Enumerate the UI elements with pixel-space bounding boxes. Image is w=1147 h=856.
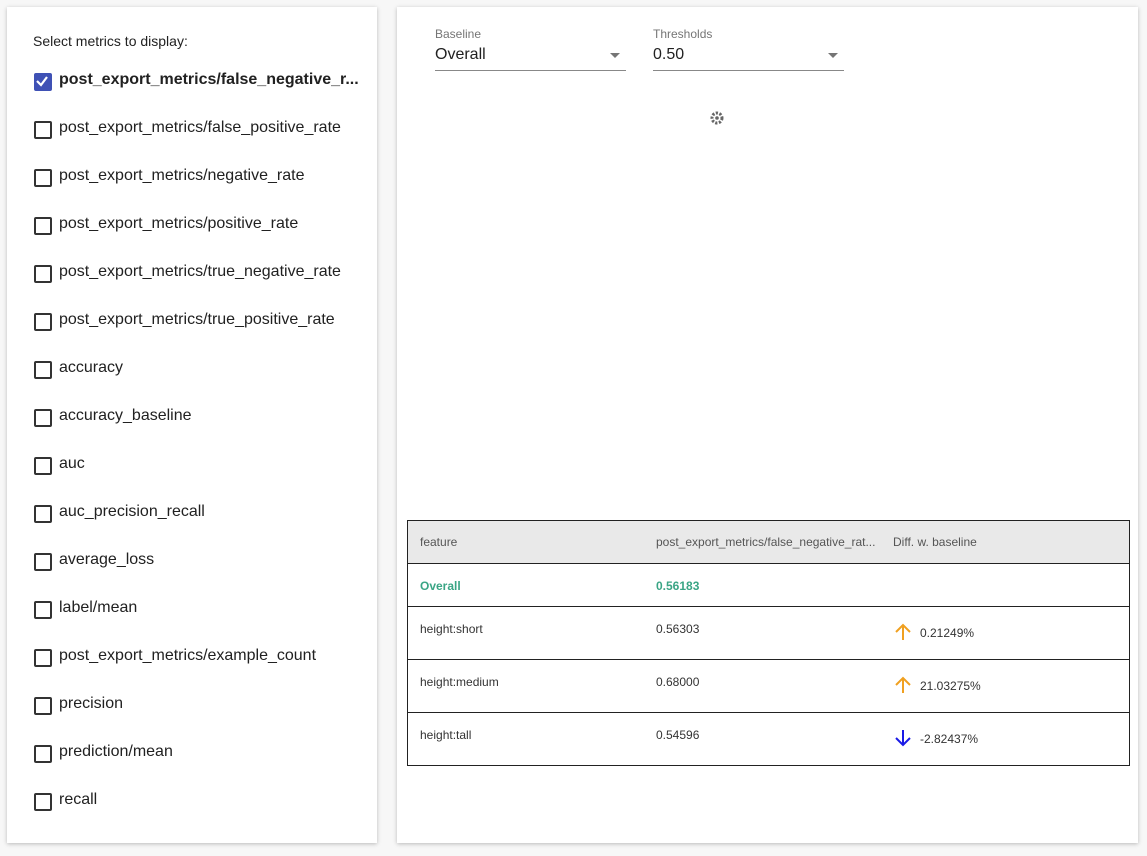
checkbox[interactable] [34,793,52,811]
metric-option[interactable]: precision [33,693,363,717]
checkbox[interactable] [34,313,52,331]
diff-cell: 0.21249% [920,626,974,640]
table-row: height:medium 0.68000 21.03275% [408,660,1129,713]
metrics-panel: Select metrics to display: post_export_me… [7,7,377,843]
checkbox[interactable] [34,697,52,715]
metric-option[interactable]: auc_precision_recall [33,501,363,525]
checkbox[interactable] [34,745,52,763]
metric-label: post_export_metrics/false_negative_r... [59,71,359,89]
metric-label: post_export_metrics/negative_rate [59,167,304,185]
metric-option[interactable]: prediction/mean [33,741,363,765]
table-row: Overall 0.56183 [408,564,1129,607]
value-cell: 0.56303 [656,622,699,636]
metric-label: post_export_metrics/true_positive_rate [59,311,335,329]
metric-label: average_loss [59,551,154,569]
value-cell: 0.68000 [656,675,699,689]
value-cell: 0.56183 [656,579,699,593]
checkbox[interactable] [34,505,52,523]
metric-option[interactable]: post_export_metrics/true_positive_rate [33,309,363,333]
checkbox[interactable] [34,265,52,283]
main-panel: BaselineOverallThresholds0.50post_export… [397,7,1138,843]
table-header: feature post_export_metrics/false_negativ… [408,521,1129,564]
header-cell: feature [420,535,457,549]
metric-option[interactable]: post_export_metrics/false_positive_rate [33,117,363,141]
metric-label: post_export_metrics/false_positive_rate [59,119,341,137]
header-cell: Diff. w. baseline [893,535,977,549]
metric-option[interactable]: post_export_metrics/true_negative_rate [33,261,363,285]
feature-cell: height:medium [420,675,499,689]
settings-icon [712,113,722,123]
trend-arrow [893,728,913,748]
checkbox[interactable] [34,409,52,427]
metric-label: post_export_metrics/example_count [59,647,316,665]
header-cell: post_export_metrics/false_negative_rat..… [656,535,875,549]
checkbox[interactable] [34,361,52,379]
arrow-path [896,678,910,693]
metric-label: auc_precision_recall [59,503,205,521]
check-mark [37,77,47,85]
metric-option[interactable]: accuracy [33,357,363,381]
metric-option[interactable]: post_export_metrics/false_negative_r... [33,69,363,93]
table-row: height:short 0.56303 0.21249% [408,607,1129,660]
checkbox[interactable] [34,601,52,619]
metric-label: accuracy [59,359,123,377]
trend-arrow [893,622,913,642]
arrow-path [896,625,910,640]
diff-cell: 21.03275% [920,679,981,693]
feature-cell: height:short [420,622,483,636]
trend-arrow [893,675,913,695]
checkbox[interactable] [34,169,52,187]
checkbox[interactable] [34,217,52,235]
metric-option[interactable]: label/mean [33,597,363,621]
checkbox[interactable] [34,553,52,571]
metric-label: post_export_metrics/positive_rate [59,215,298,233]
metric-label: prediction/mean [59,743,173,761]
arrow-path [896,730,910,745]
diff-cell: -2.82437% [920,732,978,746]
feature-cell: Overall [420,579,461,593]
metric-option[interactable]: accuracy_baseline [33,405,363,429]
feature-cell: height:tall [420,728,471,742]
checkbox[interactable] [34,457,52,475]
metric-label: precision [59,695,123,713]
metric-label: post_export_metrics/true_negative_rate [59,263,341,281]
checkbox[interactable] [34,121,52,139]
bar-chart: post_export_metrics/false_negative_rate0… [397,7,1138,517]
metric-label: accuracy_baseline [59,407,192,425]
gear-hole [715,116,719,120]
table-row: height:tall 0.54596 -2.82437% [408,713,1129,766]
metric-option[interactable]: auc [33,453,363,477]
value-cell: 0.54596 [656,728,699,742]
metric-label: recall [59,791,97,809]
metric-option[interactable]: recall [33,789,363,813]
metric-option[interactable]: post_export_metrics/example_count [33,645,363,669]
checkbox[interactable] [34,649,52,667]
metric-label: auc [59,455,85,473]
check-icon [33,72,51,90]
metrics-table: feature post_export_metrics/false_negativ… [407,520,1130,766]
metric-option[interactable]: post_export_metrics/positive_rate [33,213,363,237]
metric-label: label/mean [59,599,137,617]
metric-option[interactable]: average_loss [33,549,363,573]
sidebar-title: Select metrics to display: [33,33,188,49]
metric-option[interactable]: post_export_metrics/negative_rate [33,165,363,189]
